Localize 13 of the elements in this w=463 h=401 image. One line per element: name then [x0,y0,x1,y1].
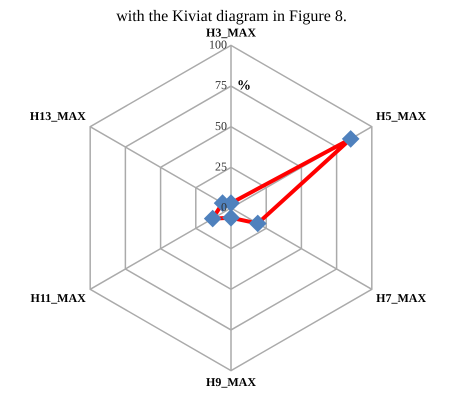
spoke-label: H9_MAX [206,374,256,389]
y-tick-label: 50 [215,118,227,133]
text: % [237,78,251,94]
y-tick-label: 100 [209,38,227,52]
spoke-label: H11_MAX [30,291,86,306]
spoke-label: H5_MAX [376,109,426,124]
y-tick-label: 0 [221,200,227,214]
spoke-label: H7_MAX [376,291,426,306]
text: with the Kiviat diagram in Figure 8. [115,8,348,26]
y-tick-label: 75 [215,78,227,92]
spoke-label: H3_MAX [206,25,256,40]
spoke-label: H13_MAX [30,109,86,124]
y-tick-label: 25 [215,160,227,174]
